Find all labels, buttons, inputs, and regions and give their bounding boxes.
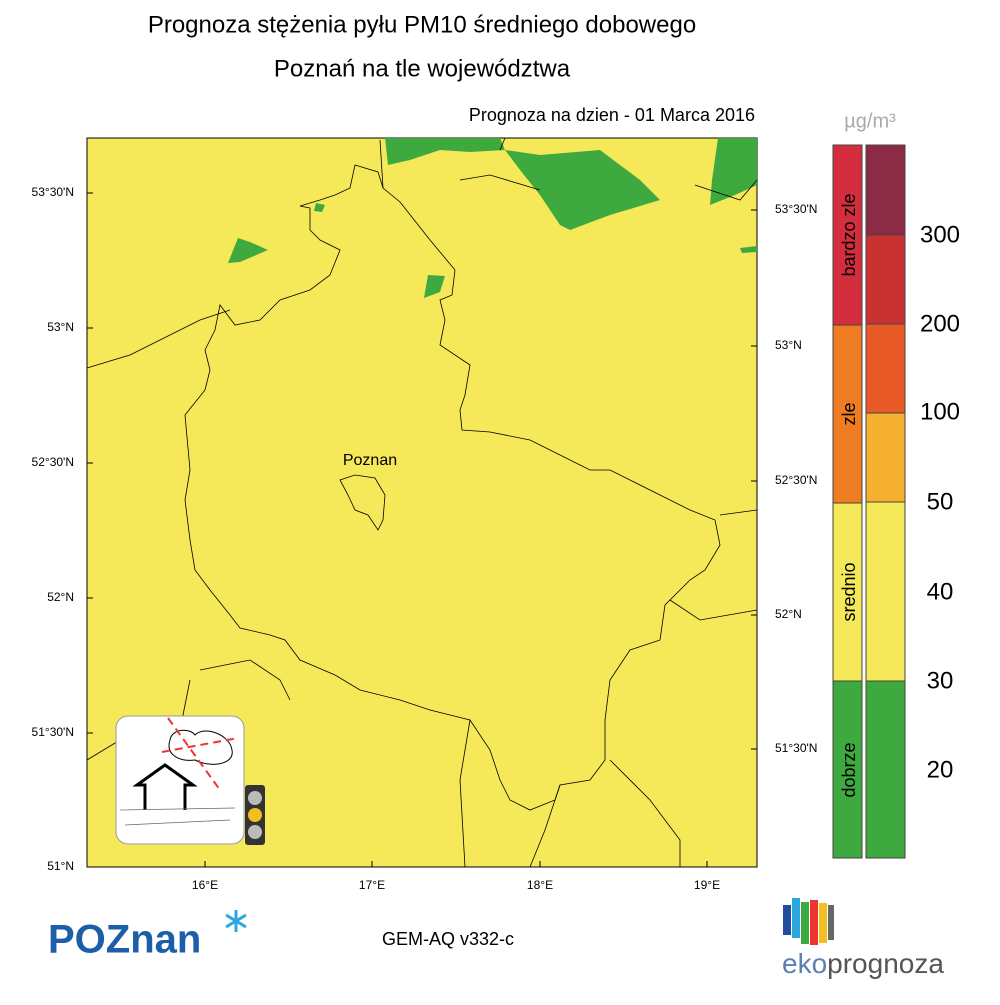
model-name: GEM-AQ v332-c bbox=[382, 929, 514, 949]
forecast-date: Prognoza na dzien - 01 Marca 2016 bbox=[469, 105, 755, 125]
lat-label-left: 52°N bbox=[47, 590, 74, 604]
lon-label: 17°E bbox=[359, 878, 385, 892]
category-label: srednio bbox=[839, 562, 859, 621]
lon-label: 18°E bbox=[527, 878, 553, 892]
logo-eko-a: eko bbox=[782, 948, 827, 979]
lat-label-right: 52°30'N bbox=[775, 473, 817, 487]
level-band bbox=[865, 323, 906, 414]
level-band bbox=[865, 501, 906, 682]
footer: POZnan GEM-AQ v332-c ekoprognoza bbox=[48, 898, 944, 979]
level-label: 30 bbox=[927, 667, 954, 694]
lat-label-left: 53°30'N bbox=[32, 185, 74, 199]
inset-icon bbox=[115, 715, 265, 845]
level-band bbox=[865, 412, 906, 503]
category-band bbox=[832, 324, 863, 504]
category-band bbox=[832, 680, 863, 859]
level-label: 300 bbox=[920, 221, 960, 248]
level-label: 100 bbox=[920, 398, 960, 425]
eko-bars bbox=[783, 898, 834, 945]
lat-label-right: 53°30'N bbox=[775, 202, 817, 216]
lat-label-right: 52°N bbox=[775, 607, 802, 621]
logo-eko: ekoprognoza bbox=[782, 948, 944, 979]
lat-label-right: 53°N bbox=[775, 338, 802, 352]
lon-label: 16°E bbox=[192, 878, 218, 892]
level-label: 20 bbox=[927, 756, 954, 783]
subtitle: Poznań na tle województwa bbox=[274, 55, 571, 82]
lat-label-left: 51°30'N bbox=[32, 725, 74, 739]
lon-label: 19°E bbox=[694, 878, 720, 892]
green-areas bbox=[228, 138, 757, 298]
level-band bbox=[865, 680, 906, 859]
legend: µg/m³ bardzo zle zle srednio dobrze 300 200 10… bbox=[832, 110, 960, 859]
category-label: dobrze bbox=[839, 742, 859, 797]
unit: µg/m³ bbox=[844, 110, 896, 132]
category-label: bardzo zle bbox=[839, 193, 859, 276]
city-label: Poznan bbox=[343, 452, 397, 469]
map: Poznan 53°30'N 53°N 52°30'N 52°N 51°30'N 51°N… bbox=[32, 137, 817, 892]
logo-star bbox=[225, 910, 247, 932]
level-band bbox=[865, 234, 906, 325]
title: Prognoza stężenia pyłu PM10 średniego do… bbox=[148, 11, 696, 38]
level-label: 40 bbox=[927, 578, 954, 605]
lat-label-left: 53°N bbox=[47, 320, 74, 334]
city: Poznan bbox=[343, 452, 397, 469]
lat-label-left: 51°N bbox=[47, 859, 74, 873]
category-label: zle bbox=[839, 402, 859, 425]
lat-label-left: 52°30'N bbox=[32, 455, 74, 469]
level-label: 50 bbox=[927, 488, 954, 515]
logo-poznan: POZnan bbox=[48, 918, 201, 962]
category-band bbox=[832, 144, 863, 326]
lat-label-right: 51°30'N bbox=[775, 741, 817, 755]
logo-eko-b: prognoza bbox=[827, 948, 944, 979]
level-label: 200 bbox=[920, 310, 960, 337]
level-band bbox=[865, 144, 906, 236]
